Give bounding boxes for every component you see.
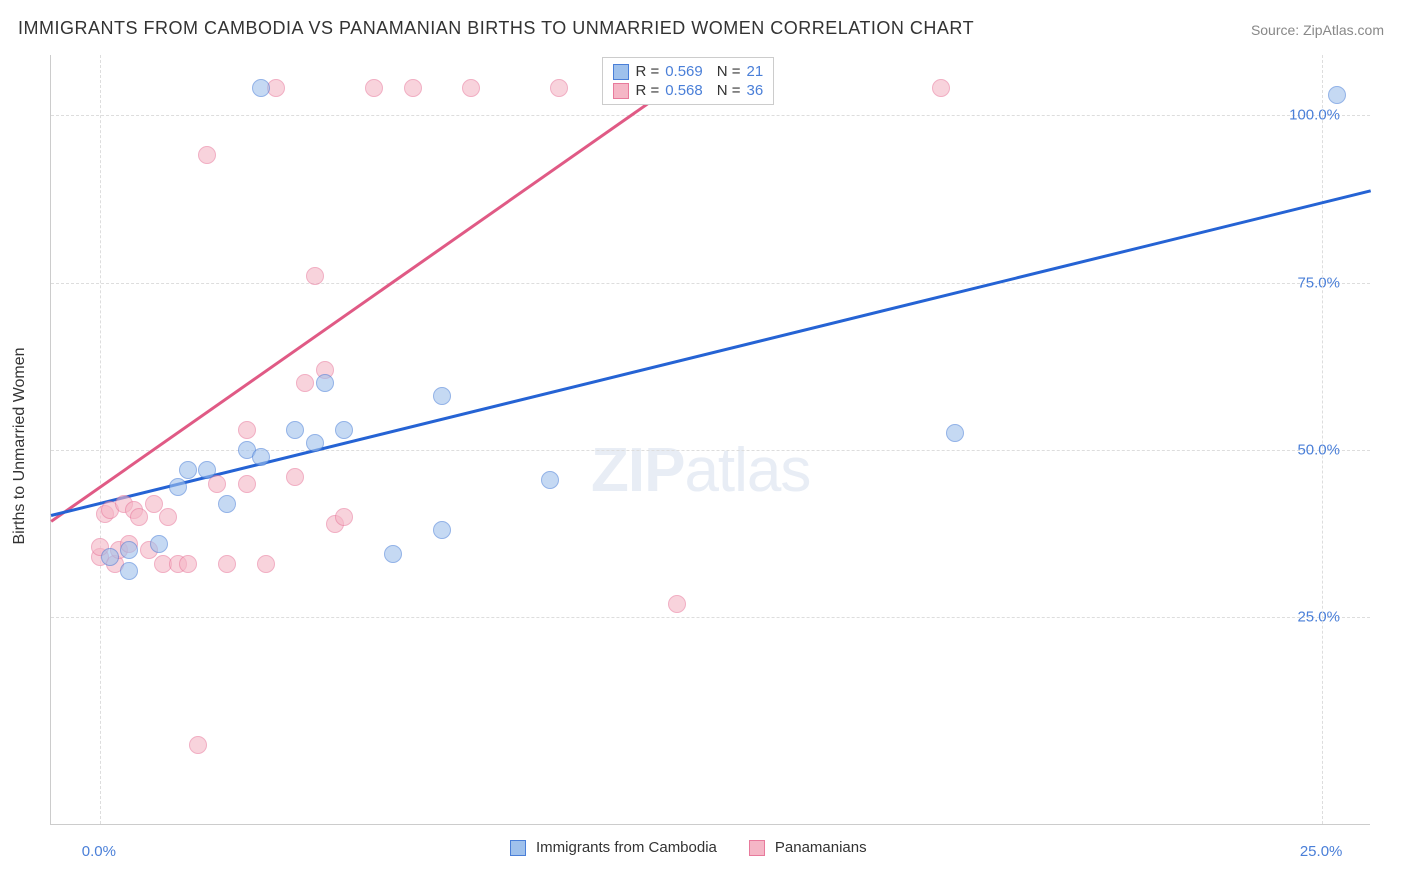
- legend-correlation-row: R = 0.568 N = 36: [613, 81, 763, 100]
- scatter-point-series2: [335, 508, 353, 526]
- scatter-point-series1: [306, 434, 324, 452]
- scatter-point-series2: [306, 267, 324, 285]
- scatter-point-series1: [120, 562, 138, 580]
- scatter-point-series1: [101, 548, 119, 566]
- legend-r-value: 0.569: [665, 63, 703, 80]
- scatter-point-series2: [218, 555, 236, 573]
- scatter-point-series1: [169, 478, 187, 496]
- scatter-point-series1: [316, 374, 334, 392]
- yaxis-title: Births to Unmarried Women: [11, 347, 29, 544]
- scatter-point-series2: [550, 79, 568, 97]
- scatter-point-series1: [1328, 86, 1346, 104]
- scatter-point-series2: [257, 555, 275, 573]
- legend-series-label: Immigrants from Cambodia: [536, 839, 717, 856]
- legend-swatch: [749, 840, 765, 856]
- scatter-point-series2: [932, 79, 950, 97]
- gridline-vertical: [100, 55, 101, 824]
- scatter-point-series2: [179, 555, 197, 573]
- scatter-point-series1: [252, 79, 270, 97]
- legend-swatch: [613, 64, 629, 80]
- scatter-point-series2: [296, 374, 314, 392]
- scatter-point-series2: [238, 421, 256, 439]
- legend-series-label: Panamanians: [775, 839, 867, 856]
- scatter-point-series1: [946, 424, 964, 442]
- chart-title: IMMIGRANTS FROM CAMBODIA VS PANAMANIAN B…: [18, 18, 974, 39]
- scatter-point-series1: [252, 448, 270, 466]
- chart-container: IMMIGRANTS FROM CAMBODIA VS PANAMANIAN B…: [0, 0, 1406, 892]
- gridline-horizontal: [51, 115, 1370, 116]
- scatter-point-series2: [238, 475, 256, 493]
- scatter-point-series1: [179, 461, 197, 479]
- scatter-point-series2: [365, 79, 383, 97]
- gridline-horizontal: [51, 283, 1370, 284]
- legend-series: Immigrants from Cambodia Panamanians: [510, 839, 889, 856]
- xtick-label: 25.0%: [1300, 843, 1343, 860]
- scatter-point-series2: [462, 79, 480, 97]
- ytick-label: 25.0%: [1297, 609, 1340, 626]
- trend-line-series2: [50, 62, 707, 523]
- watermark-rest: atlas: [684, 436, 810, 505]
- scatter-point-series1: [218, 495, 236, 513]
- legend-swatch: [510, 840, 526, 856]
- scatter-point-series1: [198, 461, 216, 479]
- gridline-horizontal: [51, 617, 1370, 618]
- source-attribution: Source: ZipAtlas.com: [1251, 22, 1384, 38]
- legend-r-label: R =: [635, 82, 659, 99]
- scatter-point-series1: [286, 421, 304, 439]
- watermark: ZIPatlas: [591, 435, 810, 506]
- scatter-point-series2: [198, 146, 216, 164]
- scatter-point-series2: [145, 495, 163, 513]
- legend-n-value: 21: [747, 63, 764, 80]
- legend-n-label: N =: [717, 63, 741, 80]
- watermark-bold: ZIP: [591, 436, 684, 505]
- plot-area: ZIPatlas 25.0% 50.0% 75.0% 100.0%: [50, 55, 1370, 825]
- scatter-point-series1: [433, 521, 451, 539]
- scatter-point-series2: [130, 508, 148, 526]
- legend-r-value: 0.568: [665, 82, 703, 99]
- scatter-point-series2: [189, 736, 207, 754]
- legend-r-label: R =: [635, 63, 659, 80]
- legend-n-label: N =: [717, 82, 741, 99]
- scatter-point-series1: [433, 387, 451, 405]
- scatter-point-series1: [384, 545, 402, 563]
- ytick-label: 100.0%: [1289, 107, 1340, 124]
- legend-correlation: R = 0.569 N = 21 R = 0.568 N = 36: [602, 57, 774, 105]
- legend-n-value: 36: [747, 82, 764, 99]
- scatter-point-series1: [541, 471, 559, 489]
- scatter-point-series2: [286, 468, 304, 486]
- scatter-point-series2: [159, 508, 177, 526]
- ytick-label: 50.0%: [1297, 442, 1340, 459]
- legend-swatch: [613, 83, 629, 99]
- ytick-label: 75.0%: [1297, 274, 1340, 291]
- scatter-point-series1: [120, 541, 138, 559]
- trend-line-series1: [51, 189, 1372, 516]
- scatter-point-series1: [335, 421, 353, 439]
- legend-correlation-row: R = 0.569 N = 21: [613, 62, 763, 81]
- scatter-point-series1: [150, 535, 168, 553]
- scatter-point-series2: [668, 595, 686, 613]
- xtick-label: 0.0%: [82, 843, 116, 860]
- scatter-point-series2: [404, 79, 422, 97]
- gridline-vertical: [1322, 55, 1323, 824]
